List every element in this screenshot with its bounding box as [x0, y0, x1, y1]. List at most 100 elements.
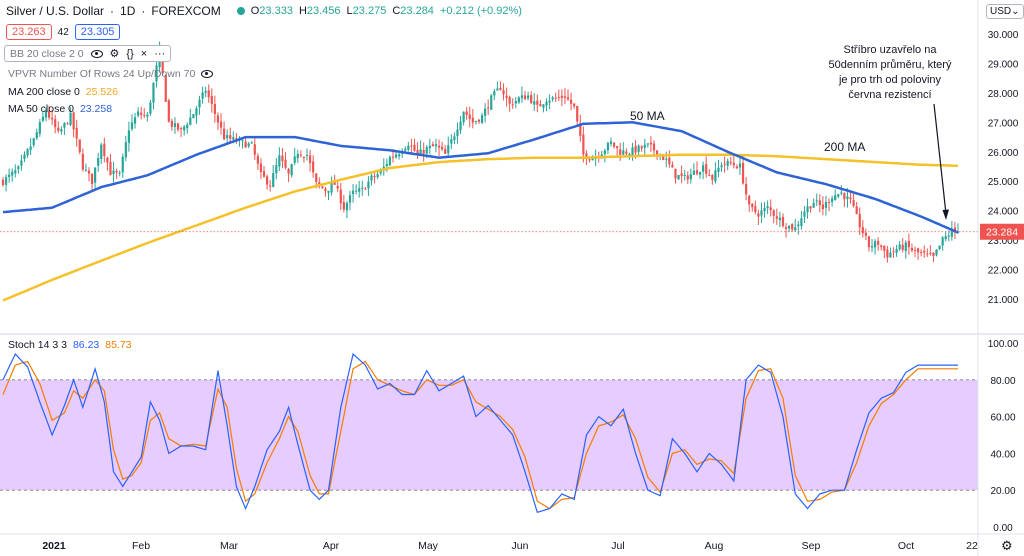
candle [864, 228, 867, 241]
candle [192, 114, 195, 119]
candle [106, 156, 109, 171]
candle [336, 180, 339, 193]
time-tick-label: Apr [323, 540, 340, 552]
candle [11, 168, 14, 182]
candle [530, 91, 533, 105]
source-code-icon[interactable]: {} [126, 47, 134, 60]
stoch-band [0, 379, 978, 491]
candle [284, 152, 287, 170]
candle [812, 198, 815, 208]
candle [321, 185, 324, 189]
candle [526, 91, 530, 101]
stoch-tick-label: 20.00 [990, 486, 1015, 497]
candle [143, 108, 146, 119]
candle [947, 230, 950, 242]
time-tick-label: Jun [512, 540, 529, 552]
candle [579, 114, 582, 142]
candle [511, 98, 514, 109]
candle [51, 110, 54, 125]
candle [14, 164, 17, 178]
candle [35, 128, 38, 140]
candle [468, 106, 471, 128]
stoch-axis-ticks: 0.00 20.00 40.00 60.00 80.00 100.00 [988, 339, 1019, 534]
candle [827, 198, 831, 212]
candle [542, 103, 545, 113]
symbol-name[interactable]: Silver / U.S. Dollar [6, 4, 105, 18]
candle [434, 138, 438, 153]
candle [278, 147, 281, 171]
candle [256, 153, 259, 170]
candle [781, 213, 785, 228]
candle [708, 169, 711, 177]
last-price-tag: 23.284 [980, 223, 1024, 240]
indicator-bb[interactable]: BB 20 close 2 0 ⚙ {} × ··· [4, 45, 172, 62]
currency-selector[interactable]: USD⌄ [986, 4, 1024, 19]
candle [44, 108, 48, 122]
indicator-vpvr[interactable]: VPVR Number Of Rows 24 Up/Down 70 [8, 66, 214, 82]
candle [8, 168, 11, 183]
stoch-d-line [2, 360, 958, 510]
eye-off-icon[interactable] [201, 70, 214, 78]
ma200-label: MA 200 close 0 [8, 86, 80, 98]
candle [769, 199, 772, 217]
candle [465, 106, 468, 120]
candle [852, 192, 855, 208]
time-axis-ticks: 2021 Feb Mar Apr May Jun Jul Aug Sep Oct 22 [42, 540, 978, 552]
price-tick-label: 22.000 [988, 266, 1019, 277]
vpvr-label: VPVR Number Of Rows 24 Up/Down 70 [8, 68, 196, 80]
stoch-tick-label: 60.00 [990, 413, 1015, 424]
interval-label[interactable]: 1D [120, 4, 136, 18]
candle [358, 180, 361, 198]
candle [849, 190, 852, 204]
candle [674, 168, 677, 184]
candle [419, 140, 422, 155]
candle [164, 74, 167, 102]
candle [803, 206, 806, 224]
indicator-ma200[interactable]: MA 200 close 0 25.526 [8, 84, 118, 100]
candle [809, 205, 812, 213]
candle [665, 151, 668, 168]
gear-icon[interactable]: ⚙ [109, 48, 120, 60]
candle [173, 117, 177, 134]
candle [938, 245, 941, 251]
ask-button[interactable]: 23.305 [74, 24, 121, 40]
market-status-icon[interactable] [236, 7, 245, 15]
candle [118, 170, 121, 177]
candle [272, 165, 275, 188]
candle [609, 137, 613, 147]
candle [880, 244, 883, 251]
close-icon[interactable]: × [140, 47, 148, 60]
candle [296, 149, 299, 163]
candle [717, 159, 720, 178]
candle [477, 118, 481, 124]
candle [312, 155, 315, 178]
indicator-ma50[interactable]: MA 50 close 0 23.258 [8, 101, 112, 117]
bid-button[interactable]: 23.263 [6, 24, 52, 40]
candle [935, 249, 938, 257]
price-tick-label: 30.000 [988, 30, 1019, 41]
ohlc-high: H23.456 [298, 5, 341, 17]
more-icon[interactable]: ··· [154, 47, 166, 60]
candle [496, 81, 499, 91]
candle [453, 132, 456, 144]
candle [69, 107, 72, 127]
candle [210, 88, 213, 113]
chart-settings-icon[interactable]: ⚙ [1001, 538, 1013, 553]
candle [407, 141, 410, 152]
candle [155, 57, 158, 88]
candle [668, 150, 671, 168]
candle [447, 136, 450, 156]
candle [318, 177, 321, 189]
candle [569, 92, 573, 111]
price-tick-label: 29.000 [988, 59, 1019, 70]
ma50-value: 23.258 [79, 103, 113, 115]
candle [226, 129, 229, 145]
ohlc-change: +0.212 (+0.92%) [439, 5, 522, 17]
candle [441, 141, 444, 152]
eye-icon[interactable] [90, 49, 103, 58]
candle [830, 195, 834, 207]
price-tick-label: 25.000 [988, 177, 1019, 188]
indicator-stoch[interactable]: Stoch 14 3 3 86.23 85.73 [8, 337, 132, 353]
candle [910, 243, 914, 253]
